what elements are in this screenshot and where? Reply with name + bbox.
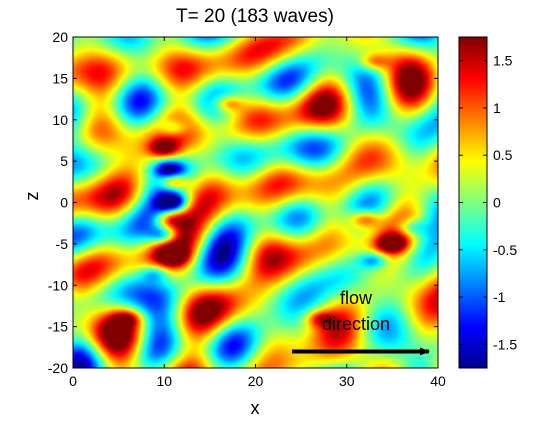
x-tick-label: 10 — [156, 373, 172, 389]
annotation-line-1: flow — [340, 288, 373, 308]
flow-annotation: flow direction — [292, 288, 430, 356]
annotation-line-2: direction — [322, 314, 390, 334]
y-tick-label: -15 — [48, 319, 68, 335]
heatmap-image — [73, 37, 438, 368]
colorbar-tick-label: -1 — [493, 289, 506, 305]
y-tick-label: 5 — [60, 153, 68, 169]
colorbar-tick-label: -1.5 — [493, 336, 517, 352]
x-axis: 0 10 20 30 40 — [69, 37, 446, 389]
y-tick-label: 10 — [52, 112, 68, 128]
colorbar-tick-label: 0.5 — [493, 147, 513, 163]
x-tick-label: 40 — [430, 373, 446, 389]
colorbar-ticks: -1.5 -1 -0.5 0 0.5 1 1.5 — [459, 53, 517, 352]
y-tick-label: -10 — [48, 277, 68, 293]
colorbar: -1.5 -1 -0.5 0 0.5 1 1.5 — [458, 36, 517, 369]
x-axis-label: x — [251, 398, 260, 418]
y-tick-label: 0 — [60, 195, 68, 211]
y-tick-label: 20 — [52, 29, 68, 45]
colorbar-tick-label: 1 — [493, 100, 501, 116]
colorbar-tick-label: 0 — [493, 195, 501, 211]
y-tick-label: -5 — [56, 236, 69, 252]
chart-title: T= 20 (183 waves) — [176, 6, 334, 27]
plot-area — [72, 36, 439, 369]
x-tick-label: 0 — [69, 373, 77, 389]
y-tick-label: -20 — [48, 360, 68, 376]
x-tick-label: 30 — [339, 373, 355, 389]
x-tick-label: 20 — [248, 373, 264, 389]
y-axis-label: z — [22, 192, 42, 201]
colorbar-tick-label: -0.5 — [493, 242, 517, 258]
y-tick-label: 15 — [52, 70, 68, 86]
y-axis: -20 -15 -10 -5 0 5 10 15 20 — [48, 29, 438, 376]
colorbar-gradient — [459, 37, 487, 368]
colorbar-tick-label: 1.5 — [493, 53, 513, 69]
